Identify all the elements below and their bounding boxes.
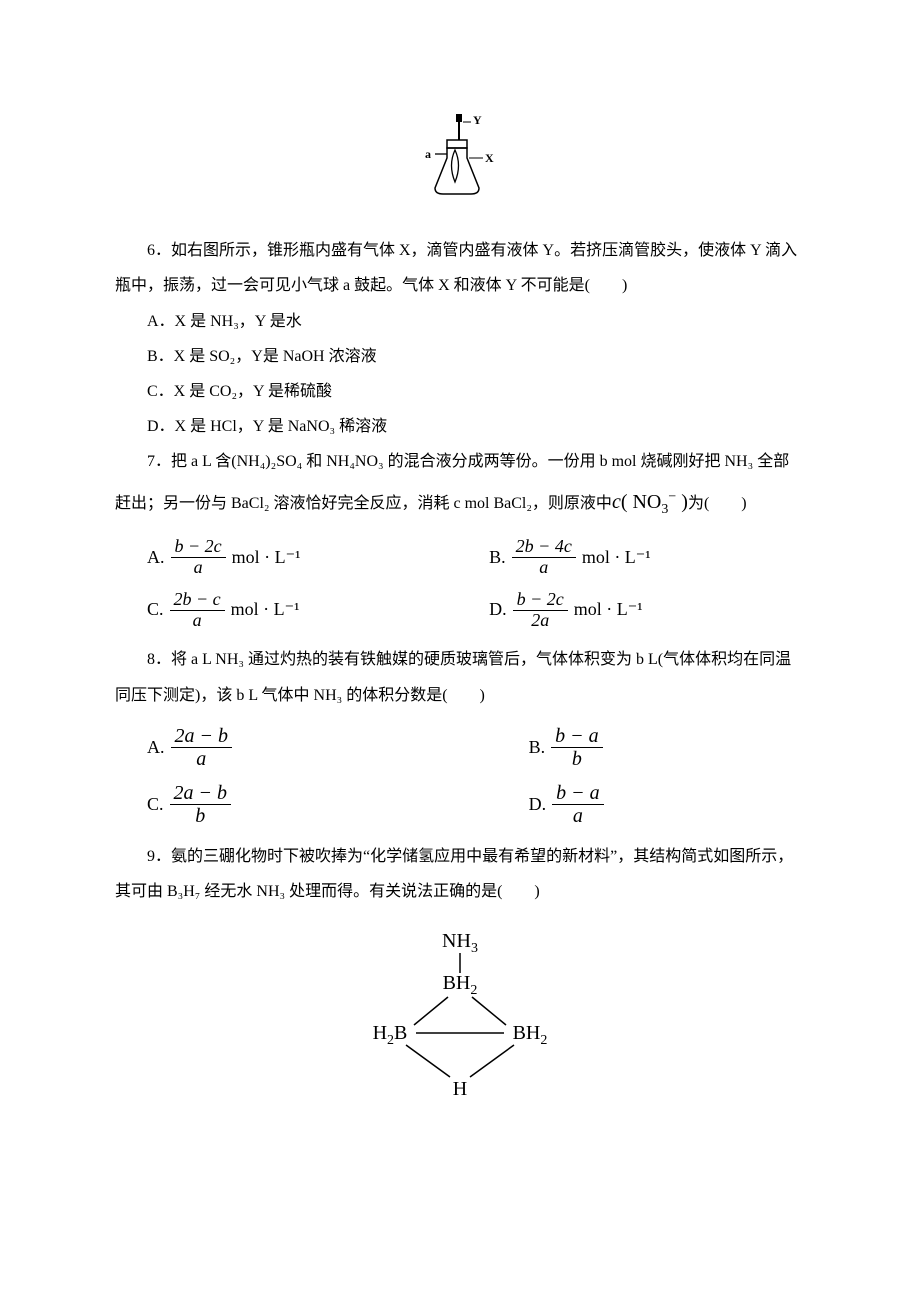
label-h: H bbox=[453, 1078, 467, 1100]
unit: mol · L⁻¹ bbox=[231, 590, 300, 630]
q8-row-ab: A. 2a − b a B. b − a b bbox=[115, 725, 805, 770]
numerator: b − 2c bbox=[171, 537, 226, 558]
fraction: 2b − c a bbox=[170, 590, 225, 631]
q6-option-a: A．X 是 NH₃，Y 是水 bbox=[115, 304, 805, 339]
q8-option-b: B. b − a b bbox=[529, 725, 805, 770]
denominator: 2a bbox=[527, 611, 553, 631]
q7-row-cd: C. 2b − c a mol · L⁻¹ D. b − 2c 2a mol ·… bbox=[115, 590, 805, 631]
fraction: 2b − 4c a bbox=[512, 537, 576, 578]
q7-a-label: A. bbox=[147, 538, 165, 578]
q6-stem: 6．如右图所示，锥形瓶内盛有气体 X，滴管内盛有液体 Y。若挤压滴管胶头，使液体… bbox=[115, 233, 805, 303]
q7-option-c: C. 2b − c a mol · L⁻¹ bbox=[147, 590, 489, 631]
q8-option-a: A. 2a − b a bbox=[147, 725, 529, 770]
q8-option-d: D. b − a a bbox=[529, 782, 805, 827]
numerator: 2a − b bbox=[170, 782, 232, 805]
denominator: a bbox=[190, 558, 207, 578]
q7-option-a: A. b − 2c a mol · L⁻¹ bbox=[147, 537, 489, 578]
q8-c-label: C. bbox=[147, 785, 164, 825]
q8-a-label: A. bbox=[147, 728, 165, 768]
fraction: 2a − b b bbox=[170, 782, 232, 827]
q6-option-c: C．X 是 CO₂，Y 是稀硫酸 bbox=[115, 374, 805, 409]
q7-stem-b: 为( ) bbox=[688, 495, 747, 512]
q8-b-label: B. bbox=[529, 728, 546, 768]
label-bh2-top: BH2 bbox=[443, 972, 478, 998]
q7-no3-expr: c( NO3− ) bbox=[612, 491, 688, 513]
fraction: b − a b bbox=[551, 725, 603, 770]
q9-structure-figure: NH3 BH2 H2B BH2 H bbox=[115, 927, 805, 1120]
label-h2b: H2B bbox=[373, 1022, 408, 1048]
label-nh3: NH3 bbox=[442, 930, 478, 956]
fraction: b − 2c a bbox=[171, 537, 226, 578]
q7-d-label: D. bbox=[489, 590, 507, 630]
numerator: 2b − 4c bbox=[512, 537, 576, 558]
q6-option-b: B．X 是 SO₂，Y是 NaOH 浓溶液 bbox=[115, 339, 805, 374]
numerator: 2b − c bbox=[170, 590, 225, 611]
q7-option-d: D. b − 2c 2a mol · L⁻¹ bbox=[489, 590, 805, 631]
unit: mol · L⁻¹ bbox=[582, 538, 651, 578]
apparatus-svg: Y X a bbox=[415, 110, 505, 200]
label-y: Y bbox=[473, 113, 482, 127]
q7-c-label: C. bbox=[147, 590, 164, 630]
numerator: b − a bbox=[552, 782, 604, 805]
unit: mol · L⁻¹ bbox=[232, 538, 301, 578]
q8-row-cd: C. 2a − b b D. b − a a bbox=[115, 782, 805, 827]
unit: mol · L⁻¹ bbox=[574, 590, 643, 630]
fraction: b − a a bbox=[552, 782, 604, 827]
label-a: a bbox=[425, 147, 431, 161]
q7-stem: 7．把 a L 含(NH₄)₂SO₄ 和 NH₄NO₃ 的混合液分成两等份。一份… bbox=[115, 444, 805, 525]
fraction: b − 2c 2a bbox=[513, 590, 568, 631]
q8-d-label: D. bbox=[529, 785, 547, 825]
numerator: b − a bbox=[551, 725, 603, 748]
q6-option-d: D．X 是 HCl，Y 是 NaNO₃ 稀溶液 bbox=[115, 409, 805, 444]
label-bh2-right: BH2 bbox=[513, 1022, 548, 1048]
numerator: 2a − b bbox=[171, 725, 233, 748]
denominator: b bbox=[568, 748, 586, 770]
numerator: b − 2c bbox=[513, 590, 568, 611]
fraction: 2a − b a bbox=[171, 725, 233, 770]
q9-stem: 9．氨的三硼化物时下被吹捧为“化学储氢应用中最有希望的新材料”，其结构简式如图所… bbox=[115, 839, 805, 909]
q7-row-ab: A. b − 2c a mol · L⁻¹ B. 2b − 4c a mol ·… bbox=[115, 537, 805, 578]
denominator: a bbox=[189, 611, 206, 631]
q9-structure-svg: NH3 BH2 H2B BH2 H bbox=[340, 927, 580, 1107]
label-x: X bbox=[485, 151, 494, 165]
denominator: b bbox=[191, 805, 209, 827]
q8-stem: 8．将 a L NH₃ 通过灼热的装有铁触媒的硬质玻璃管后，气体体积变为 b L… bbox=[115, 642, 805, 712]
q8-option-c: C. 2a − b b bbox=[147, 782, 529, 827]
q7-b-label: B. bbox=[489, 538, 506, 578]
apparatus-figure: Y X a bbox=[115, 110, 805, 213]
denominator: a bbox=[535, 558, 552, 578]
q7-option-b: B. 2b − 4c a mol · L⁻¹ bbox=[489, 537, 805, 578]
denominator: a bbox=[192, 748, 210, 770]
denominator: a bbox=[569, 805, 587, 827]
